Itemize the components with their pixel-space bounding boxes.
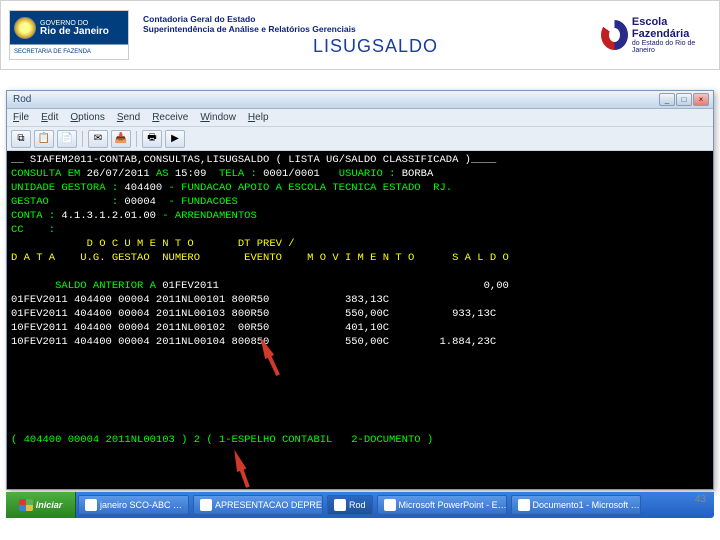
gov-logo: GOVERNO DO Rio de Janeiro SECRETARIA DE … (9, 10, 129, 60)
tool-send-icon[interactable]: ✉ (88, 130, 108, 148)
start-label: Iniciar (36, 500, 63, 510)
row-mov: 383,13C (269, 294, 389, 306)
ug-label: UNIDADE GESTORA : (11, 182, 124, 194)
consulta-date: 26/07/2011 (87, 168, 150, 180)
start-button[interactable]: Iniciar (6, 492, 76, 518)
task-item[interactable]: janeiro SCO-ABC … (78, 495, 189, 515)
task-item[interactable]: Microsoft PowerPoint - E… (377, 495, 507, 515)
usuario-val: BORBA (402, 168, 434, 180)
menu-options[interactable]: Options (70, 112, 104, 123)
page-title: LISUGSALDO (313, 36, 601, 57)
annotation-arrow-icon (230, 448, 247, 472)
conta-label: CONTA : (11, 210, 61, 222)
menu-file[interactable]: File (13, 112, 29, 123)
swirl-icon (601, 20, 628, 50)
header-line1: Contadoria Geral do Estado (143, 14, 601, 24)
ug-code: 404400 (124, 182, 162, 194)
gov-name: Rio de Janeiro (40, 27, 109, 37)
task-item[interactable]: APRESENTACAO DEPRE… (193, 495, 323, 515)
escola-name1: Escola (632, 16, 711, 28)
titlebar[interactable]: Rod _ □ × (7, 91, 713, 109)
window-title: Rod (13, 94, 31, 105)
terminal-window: Rod _ □ × File Edit Options Send Receive… (6, 90, 714, 490)
app-icon (518, 499, 530, 511)
page-number: 43 (695, 494, 706, 505)
conta-code: 4.1.3.1.2.01.00 (61, 210, 156, 222)
task-label: Rod (349, 500, 366, 510)
ug-name: - FUNDACAO APOIO A ESCOLA TECNICA ESTADO… (162, 182, 452, 194)
row-mov: 401,10C (269, 322, 389, 334)
minimize-button[interactable]: _ (659, 93, 675, 106)
row-mov: 550,00C (269, 336, 389, 348)
menu-edit[interactable]: Edit (41, 112, 58, 123)
tool-print-icon[interactable]: 🖶 (142, 130, 162, 148)
consulta-as: AS (150, 168, 175, 180)
tool-copy-icon[interactable]: ⧉ (11, 130, 31, 148)
row-doc: 01FEV2011 404400 00004 2011NL00103 800R5… (11, 308, 269, 320)
menubar: File Edit Options Send Receive Window He… (7, 109, 713, 127)
task-label: APRESENTACAO DEPRE… (215, 500, 323, 510)
windows-flag-icon (19, 499, 33, 511)
cc-label: CC : (11, 224, 55, 236)
row-doc: 01FEV2011 404400 00004 2011NL00101 800R5… (11, 294, 269, 306)
term-line-header: __ SIAFEM2011-CONTAB,CONSULTAS,LISUGSALD… (11, 154, 496, 166)
escola-logo: Escola Fazendária do Estado do Rio de Ja… (601, 13, 711, 57)
app-icon (85, 499, 97, 511)
app-icon (384, 499, 396, 511)
task-item[interactable]: Documento1 - Microsoft … (511, 495, 641, 515)
header-line2: Superintendência de Análise e Relatórios… (143, 24, 601, 34)
col-hdr1: D O C U M E N T O DT PREV / (11, 238, 295, 250)
anterior-val: 0,00 (219, 280, 509, 292)
row-doc: 10FEV2011 404400 00004 2011NL00104 80085… (11, 336, 269, 348)
taskbar: Iniciar janeiro SCO-ABC … APRESENTACAO D… (6, 492, 714, 518)
tela-label: TELA : (206, 168, 263, 180)
menu-send[interactable]: Send (117, 112, 140, 123)
row-mov: 550,00C (269, 308, 389, 320)
prompt-line: ( 404400 00004 2011NL00103 ) 2 ( 1-ESPEL… (11, 434, 433, 446)
conta-name: - ARRENDAMENTOS (156, 210, 257, 222)
task-label: janeiro SCO-ABC … (100, 500, 182, 510)
terminal-body[interactable]: __ SIAFEM2011-CONTAB,CONSULTAS,LISUGSALD… (7, 151, 713, 489)
toolbar: ⧉ 📋 📄 ✉ 📥 🖶 ▶ (7, 127, 713, 151)
consulta-time: 15:09 (175, 168, 207, 180)
state-seal-icon (14, 17, 36, 39)
app-icon (334, 499, 346, 511)
escola-sub: do Estado do Rio de Janeiro (632, 40, 711, 54)
tool-receive-icon[interactable]: 📥 (111, 130, 131, 148)
row-saldo: 1.884,23C (389, 336, 496, 348)
task-item[interactable]: Rod (327, 495, 373, 515)
app-icon (200, 499, 212, 511)
menu-window[interactable]: Window (200, 112, 236, 123)
tela-val: 0001/0001 (263, 168, 320, 180)
gestao-code: 00004 (124, 196, 156, 208)
tool-clipboard-icon[interactable]: 📄 (57, 130, 77, 148)
tool-paste-icon[interactable]: 📋 (34, 130, 54, 148)
usuario-label: USUARIO : (320, 168, 402, 180)
header: GOVERNO DO Rio de Janeiro SECRETARIA DE … (0, 0, 720, 70)
row-doc: 10FEV2011 404400 00004 2011NL00102 00R50 (11, 322, 269, 334)
close-button[interactable]: × (693, 93, 709, 106)
task-label: Microsoft PowerPoint - E… (399, 500, 507, 510)
col-hdr2: D A T A U.G. GESTAO NUMERO EVENTO M O V … (11, 252, 509, 264)
gestao-label: GESTAO : (11, 196, 124, 208)
row-saldo: 933,13C (389, 308, 496, 320)
maximize-button[interactable]: □ (676, 93, 692, 106)
menu-help[interactable]: Help (248, 112, 269, 123)
gov-dept: SECRETARIA DE FAZENDA (10, 45, 128, 59)
anterior-date: 01FEV2011 (162, 280, 219, 292)
gestao-name: - FUNDACOES (156, 196, 238, 208)
tool-play-icon[interactable]: ▶ (165, 130, 185, 148)
escola-name2: Fazendária (632, 28, 711, 40)
menu-receive[interactable]: Receive (152, 112, 188, 123)
anterior-label: SALDO ANTERIOR A (11, 280, 162, 292)
consulta-label: CONSULTA EM (11, 168, 87, 180)
task-label: Documento1 - Microsoft … (533, 500, 640, 510)
